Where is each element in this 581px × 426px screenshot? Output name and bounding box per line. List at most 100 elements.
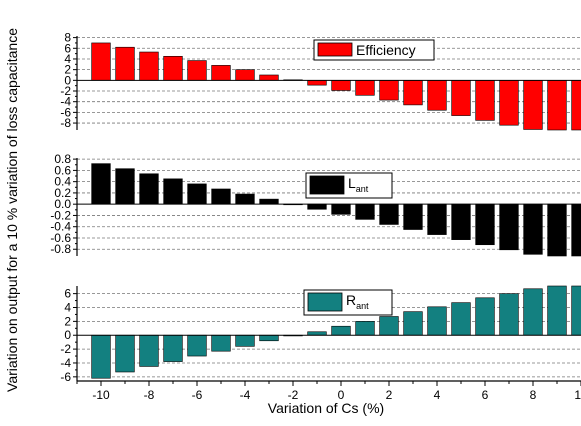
- x-tick-label: 6: [482, 388, 489, 402]
- y-tick-label: 8: [64, 31, 71, 45]
- y-tick-label: 6: [64, 41, 71, 55]
- bar: [451, 302, 471, 336]
- y-tick-label: -6: [60, 105, 71, 119]
- bar: [547, 285, 567, 336]
- x-tick-label: -6: [192, 388, 203, 402]
- x-tick-label: -8: [144, 388, 155, 402]
- bar: [427, 306, 447, 336]
- bar: [91, 334, 111, 379]
- bar: [427, 80, 447, 111]
- bar: [115, 46, 135, 81]
- x-tick-label: 10: [574, 388, 581, 402]
- y-tick-label: -2: [60, 342, 71, 356]
- bar: [211, 334, 231, 352]
- y-tick-label: -6: [60, 370, 71, 384]
- bar: [475, 297, 495, 336]
- y-tick-label: -2: [60, 84, 71, 98]
- bar: [307, 331, 327, 336]
- bar: [331, 80, 351, 91]
- x-tick-label: 0: [338, 388, 345, 402]
- y-tick-label: 4: [64, 52, 71, 66]
- bar: [571, 80, 581, 131]
- bar: [235, 69, 255, 81]
- y-tick-label: 0.2: [54, 186, 71, 200]
- bar: [187, 334, 207, 357]
- y-axis-title: Variation on output for a 10 % variation…: [4, 28, 20, 392]
- legend: Rant: [303, 289, 393, 316]
- bar: [475, 80, 495, 121]
- y-tick-label: 2: [64, 63, 71, 77]
- bar: [211, 65, 231, 81]
- y-tick-label: 0.4: [54, 175, 71, 189]
- bar: [403, 80, 423, 106]
- x-tick-label: 8: [530, 388, 537, 402]
- bar: [403, 311, 423, 336]
- bar: [163, 55, 183, 81]
- bar: [91, 163, 111, 205]
- bar: [163, 334, 183, 362]
- bar: [211, 188, 231, 205]
- legend-swatch: [309, 175, 345, 195]
- x-axis-title: Variation of Cs (%): [268, 400, 384, 416]
- bar: [571, 203, 581, 257]
- bar: [187, 183, 207, 205]
- bar: [427, 203, 447, 235]
- y-tick-label: 2: [64, 314, 71, 328]
- bar: [331, 325, 351, 336]
- bar: [235, 193, 255, 205]
- y-tick-label: 0.8: [54, 152, 71, 166]
- bar: [523, 80, 543, 130]
- x-tick-label: -10: [92, 388, 110, 402]
- x-tick-label: -4: [240, 388, 251, 402]
- panel-2: -0.8-0.6-0.4-0.20.00.20.40.60.8 Lant: [50, 152, 581, 257]
- bar: [139, 173, 159, 205]
- y-tick-label: -4: [60, 95, 71, 109]
- legend: Efficiency: [313, 39, 435, 61]
- bar: [451, 80, 471, 116]
- legend-subscript: ant: [356, 184, 369, 194]
- bar: [331, 203, 351, 215]
- bar: [259, 334, 279, 342]
- bar: [307, 203, 327, 210]
- y-tick-label: -0.4: [50, 220, 71, 234]
- legend-swatch: [317, 42, 353, 57]
- y-tick-label: 0: [64, 73, 71, 87]
- bar: [571, 285, 581, 336]
- bar: [451, 203, 471, 240]
- bar: [115, 168, 135, 205]
- y-tick-label: -0.6: [50, 231, 71, 245]
- bar: [379, 203, 399, 225]
- bar: [379, 316, 399, 336]
- x-tick-label: 4: [434, 388, 441, 402]
- bar: [475, 203, 495, 246]
- y-tick-label: -4: [60, 356, 71, 370]
- panels: -8-6-4-202468Efficiency-0.8-0.6-0.4-0.20…: [50, 31, 581, 402]
- bar: [355, 203, 375, 220]
- y-tick-label: -8: [60, 116, 71, 130]
- bar: [139, 51, 159, 81]
- bar: [547, 80, 567, 131]
- bar: [163, 178, 183, 205]
- bar: [259, 74, 279, 81]
- y-tick-label: 0.6: [54, 163, 71, 177]
- y-tick-label: 6: [64, 287, 71, 301]
- legend: Lant: [305, 172, 393, 199]
- y-tick-label: 4: [64, 300, 71, 314]
- bar: [187, 60, 207, 81]
- y-tick-label: 0: [64, 328, 71, 342]
- bar: [235, 334, 255, 347]
- x-tick-label: -2: [288, 388, 299, 402]
- bar: [523, 288, 543, 336]
- bar: [499, 80, 519, 126]
- bar: [499, 293, 519, 336]
- y-tick-label: -0.2: [50, 208, 71, 222]
- bar: [499, 203, 519, 251]
- y-tick-label: -0.8: [50, 242, 71, 256]
- bar: [355, 321, 375, 336]
- x-tick-label: 2: [386, 388, 393, 402]
- legend-subscript: ant: [356, 301, 369, 311]
- bar: [139, 334, 159, 367]
